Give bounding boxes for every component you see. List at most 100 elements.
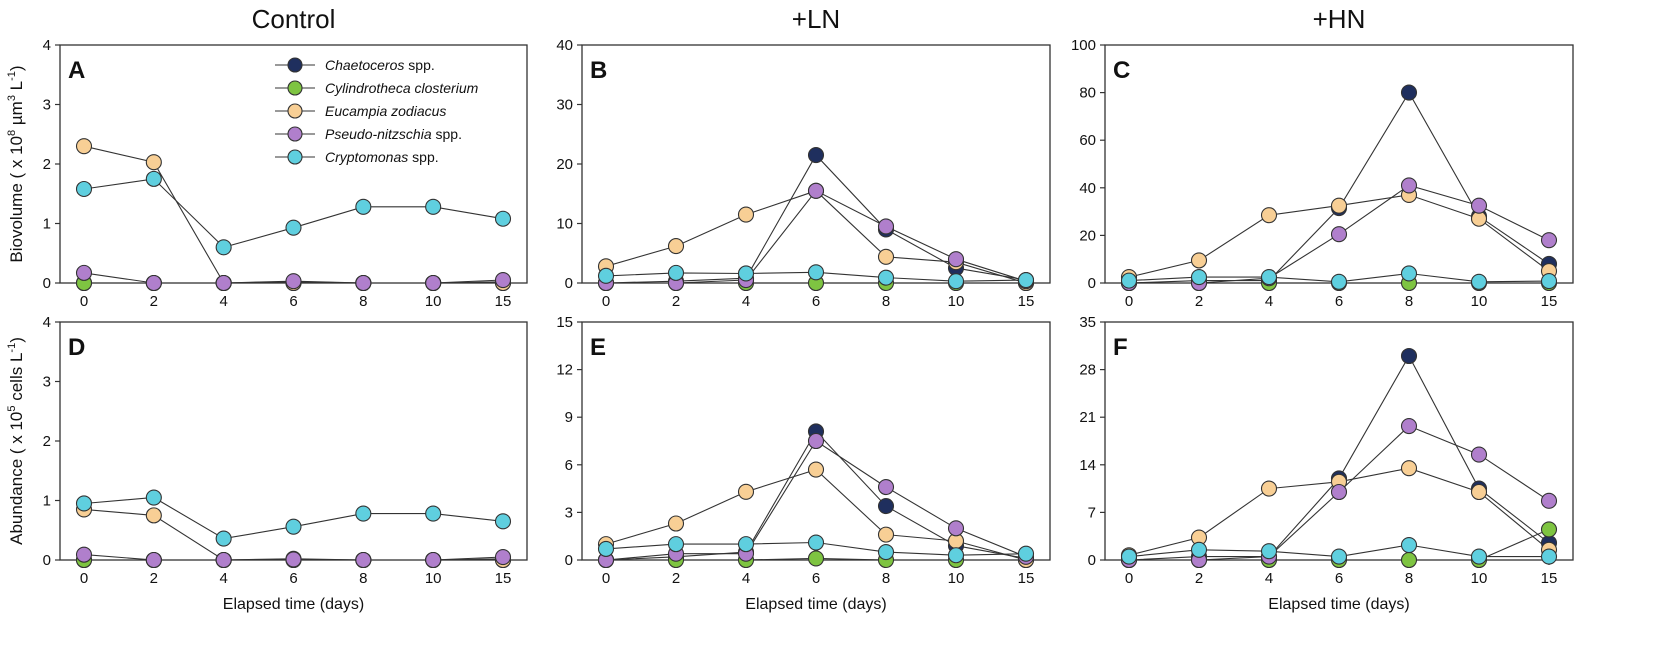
data-point (1400, 460, 1418, 477)
data-point (737, 265, 755, 282)
y-tick-label: 0 (565, 552, 573, 569)
data-point (737, 206, 755, 223)
data-point (667, 264, 685, 281)
x-tick-label: 2 (1195, 570, 1203, 587)
data-point (807, 182, 825, 199)
data-point (1017, 271, 1035, 289)
y-tick-label: 21 (1079, 409, 1096, 426)
data-point (737, 483, 755, 500)
data-point (145, 507, 162, 524)
data-point (807, 550, 825, 567)
series-line-2 (83, 145, 503, 284)
data-point (947, 520, 965, 537)
data-point (807, 147, 825, 164)
data-point (145, 170, 162, 187)
superscript: -1 (6, 343, 18, 353)
y-tick-label: 30 (556, 97, 573, 114)
data-point (1330, 273, 1348, 290)
data-point (215, 551, 232, 569)
label-part: L (7, 81, 26, 95)
x-tick-label: 15 (495, 570, 512, 587)
data-point (1400, 551, 1418, 569)
x-tick-label: 4 (1265, 570, 1273, 587)
data-point (75, 138, 93, 155)
y-tick-label: 0 (43, 275, 51, 292)
y-axis-label-1: Abundance ( x 105 cells L-1) (6, 337, 26, 545)
data-point (877, 478, 895, 496)
data-point (947, 251, 965, 268)
data-point (1540, 548, 1558, 565)
x-tick-label: 6 (289, 293, 297, 310)
y-tick-label: 20 (556, 156, 573, 173)
panel-E: 0 3 6 9 12 15 0 2 4 6 8 10 15 Elapsed time (days) E (556, 314, 1051, 613)
data-point (597, 540, 615, 557)
column-title-0: Control (252, 4, 336, 34)
label-part: Abundance ( x 10 (7, 412, 26, 545)
x-tick-label: 10 (425, 570, 442, 587)
label-part: µm (7, 101, 26, 130)
x-tick-label: 4 (219, 570, 227, 587)
x-tick-label: 0 (80, 293, 88, 310)
data-point (285, 518, 302, 535)
y-axis-label-0: Biovolume ( x 108 µm3 L-1) (6, 65, 26, 262)
data-point (807, 534, 825, 551)
data-point (947, 547, 965, 564)
panel-label: D (68, 334, 85, 361)
plot-frame (581, 44, 1051, 284)
data-point (807, 432, 825, 450)
x-tick-label: 6 (289, 570, 297, 587)
data-point (1190, 541, 1208, 558)
y-tick-label: 15 (556, 314, 573, 331)
data-point (425, 198, 442, 215)
data-point (1540, 492, 1558, 509)
panel-C: 0 20 40 60 80 100 0 2 4 6 8 10 15 C (1071, 37, 1574, 310)
data-point (494, 271, 512, 289)
x-tick-label: 4 (742, 570, 750, 587)
data-point (1470, 548, 1488, 565)
data-point (494, 548, 512, 566)
x-tick-label: 10 (1471, 293, 1488, 310)
data-point (1330, 483, 1348, 501)
data-point (355, 274, 372, 292)
panel-label: E (590, 334, 606, 361)
legend-species: Chaetoceros (325, 57, 404, 73)
data-point (145, 274, 162, 292)
legend-marker (287, 149, 303, 165)
series-line-0 (1128, 91, 1550, 284)
x-tick-label: 15 (1541, 570, 1558, 587)
data-point (145, 489, 162, 506)
data-point (1470, 197, 1488, 214)
data-point (355, 505, 372, 522)
y-tick-label: 10 (556, 216, 573, 233)
data-point (285, 219, 302, 236)
data-point (1330, 197, 1348, 214)
data-point (1400, 265, 1418, 282)
x-tick-label: 0 (80, 570, 88, 587)
label-part: Biovolume ( x 10 (7, 136, 26, 263)
data-point (215, 274, 232, 292)
y-tick-label: 9 (565, 409, 573, 426)
data-point (597, 267, 615, 284)
y-tick-label: 0 (1088, 552, 1096, 569)
x-tick-label: 4 (742, 293, 750, 310)
x-tick-label: 2 (150, 570, 158, 587)
data-point (667, 238, 685, 255)
x-tick-label: 4 (1265, 293, 1273, 310)
y-tick-label: 100 (1071, 37, 1096, 54)
data-point (145, 551, 162, 569)
label-part: cells L (7, 353, 26, 406)
y-tick-label: 60 (1079, 132, 1096, 149)
y-tick-label: 3 (43, 97, 51, 114)
x-axis-label: Elapsed time (days) (745, 596, 886, 613)
data-point (877, 526, 895, 543)
data-point (425, 274, 442, 292)
data-point (1017, 545, 1035, 562)
y-tick-label: 2 (43, 433, 51, 450)
x-tick-label: 8 (359, 293, 367, 310)
data-point (75, 495, 93, 512)
data-point (1540, 232, 1558, 249)
legend-marker (287, 80, 303, 96)
x-tick-label: 0 (602, 570, 610, 587)
data-point (1260, 268, 1278, 286)
y-tick-label: 12 (556, 362, 573, 379)
